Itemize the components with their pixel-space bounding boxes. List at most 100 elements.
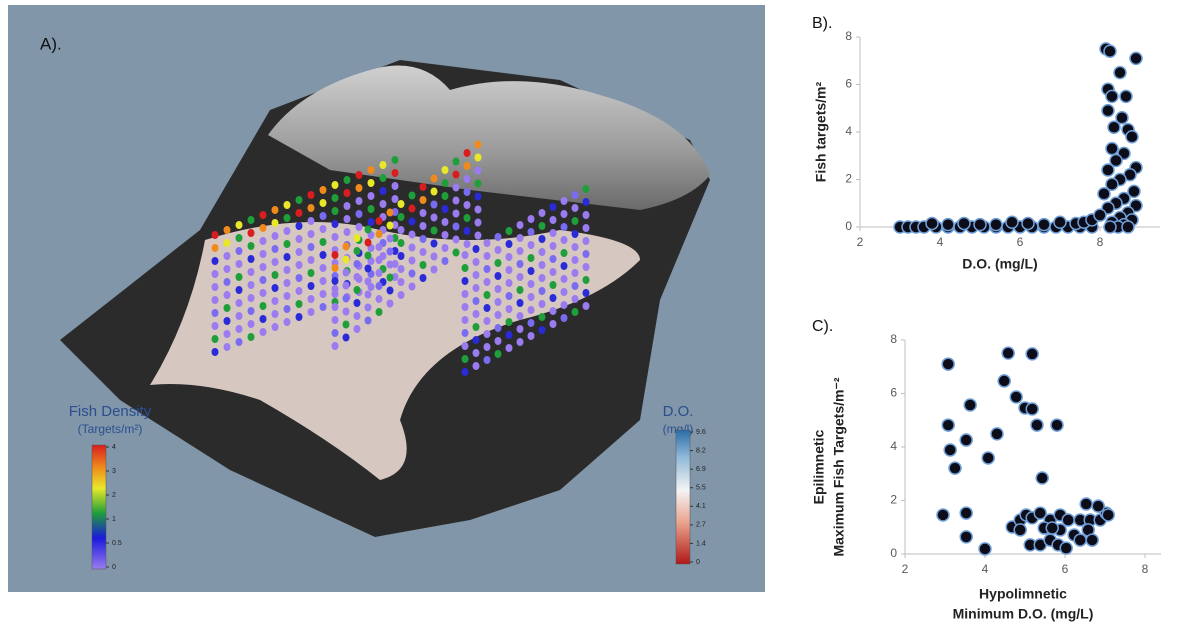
point [1001,346,1015,360]
fish-dot [391,273,399,281]
fish-dot [483,291,491,299]
fish-dot [353,260,361,268]
fish-dot [516,286,524,294]
fish-dot [307,191,315,199]
fish-dot [331,220,339,228]
fish-dot [247,268,255,276]
y-axis-title: Fish targets/m² [813,81,829,182]
fish-dot [452,235,460,244]
fish-dot [483,356,491,364]
fish-dot [247,229,255,237]
point [1033,506,1047,520]
fish-dot [271,310,279,318]
point [1013,523,1027,537]
fish-dot [223,291,231,299]
fish-dot [331,277,339,285]
fish-dot [223,265,231,273]
fish-dot [283,253,291,261]
fish-dot [538,300,546,308]
fish-dot [408,256,416,265]
fish-dot [474,179,482,188]
point [1035,471,1049,485]
colorbar-tick-label: 1.4 [696,540,706,547]
fish-dot [247,294,255,302]
fish-dot [430,200,438,209]
fish-dot [560,275,568,283]
fish-dot [319,290,327,298]
fish-dot [386,299,394,308]
fish-dot [271,271,279,279]
fish-dot [408,230,416,239]
fish-dot [560,236,568,244]
fish-dot [463,227,471,235]
fish-dot [560,210,568,218]
fish-dot [419,209,427,217]
fish-dot [343,228,351,236]
fish-dot [549,307,557,315]
fish-dot [483,330,491,338]
fish-dot [472,323,480,331]
fish-dot [307,269,315,277]
fish-dot [461,368,469,376]
terrain-ridge [268,65,710,210]
fish-dot [397,239,405,247]
fish-dot [538,235,546,243]
fish-dot [283,214,291,222]
fish-dot [307,256,315,264]
fish-dot [461,342,469,350]
fish-dot [571,191,579,199]
point [1127,184,1141,199]
y-tick-label: 4 [890,439,897,453]
fish-dot [527,319,535,327]
fish-dot [505,305,513,313]
fish-dot [295,235,303,243]
fish-dot [461,355,469,363]
fish-dot [483,252,491,260]
fish-dot [527,306,535,314]
point [1025,347,1039,361]
fish-dot [259,328,267,336]
fish-dot [397,291,405,299]
fish-dot [397,213,405,221]
fish-dot [430,174,438,183]
fish-dot [549,229,557,237]
fish-dot [452,248,460,257]
fish-dot [331,303,339,311]
fish-dot [331,181,339,189]
fish-dot [295,261,303,269]
fish-dot [505,227,513,235]
point [941,357,955,371]
fish-dot [391,247,399,255]
fish-dot [386,286,394,295]
fish-dot [235,221,243,229]
point [1037,217,1051,232]
fish-dot [441,231,449,239]
fish-dot [259,211,267,219]
fish-dot [582,250,590,258]
point [989,217,1003,232]
fish-dot [391,221,399,229]
fish-dot [211,309,219,317]
fish-dot [283,279,291,287]
fish-dot [391,182,399,190]
fish-dot [560,197,568,205]
fish-dot [582,276,590,284]
fish-dot [295,248,303,256]
fish-dot [494,298,502,306]
fish-dot [419,183,427,191]
fish-dot [472,349,480,357]
y-axis-title: Maximum Fish Targets/m⁻² [831,377,847,556]
fish-dot [549,268,557,276]
fish-dot [235,338,243,346]
fish-dot [331,329,339,337]
fish-dot [538,313,546,321]
fish-dot [582,185,590,193]
x-tick-label: 8 [1097,235,1104,249]
fish-dot [461,316,469,324]
fish-dot [247,307,255,315]
fish-dot [319,212,327,220]
fish-dot [271,232,279,240]
colorbar-subtitle: (Targets/m²) [78,422,143,436]
fish-dot [516,338,524,346]
y-tick-label: 2 [890,493,897,507]
